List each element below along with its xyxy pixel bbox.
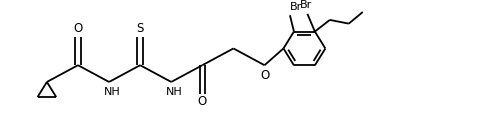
Text: O: O — [198, 95, 207, 108]
Text: O: O — [73, 22, 83, 35]
Text: S: S — [136, 22, 144, 35]
Text: Br: Br — [290, 2, 302, 12]
Text: NH: NH — [166, 87, 183, 97]
Text: Br: Br — [300, 0, 313, 10]
Text: O: O — [260, 69, 269, 82]
Text: NH: NH — [104, 87, 121, 97]
